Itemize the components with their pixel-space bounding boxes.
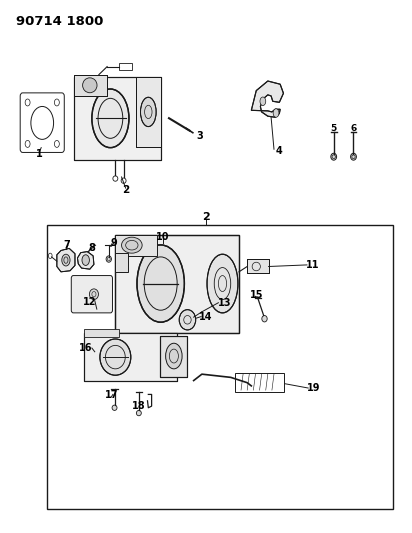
Ellipse shape (82, 78, 97, 93)
Polygon shape (251, 81, 283, 117)
FancyBboxPatch shape (71, 276, 112, 313)
Text: 10: 10 (156, 232, 169, 241)
Ellipse shape (273, 109, 279, 117)
Polygon shape (115, 253, 128, 272)
Text: 16: 16 (79, 343, 92, 353)
Text: 13: 13 (218, 298, 231, 308)
Ellipse shape (122, 237, 142, 253)
Ellipse shape (351, 154, 356, 160)
Text: 9: 9 (110, 238, 117, 247)
Polygon shape (247, 259, 269, 273)
Ellipse shape (106, 256, 111, 262)
Ellipse shape (112, 405, 117, 410)
Text: 90714 1800: 90714 1800 (16, 15, 104, 28)
Ellipse shape (260, 97, 266, 106)
Polygon shape (74, 77, 161, 160)
Polygon shape (84, 333, 177, 381)
Polygon shape (136, 77, 161, 147)
Text: 18: 18 (132, 401, 146, 411)
Text: 15: 15 (250, 290, 263, 300)
Ellipse shape (137, 245, 184, 322)
Text: 6: 6 (350, 125, 357, 133)
Text: 3: 3 (196, 132, 203, 141)
Bar (47, 225, 393, 509)
Ellipse shape (140, 97, 156, 127)
Text: 8: 8 (89, 244, 96, 253)
Text: 1: 1 (36, 149, 42, 158)
Ellipse shape (331, 154, 337, 160)
Ellipse shape (136, 410, 141, 416)
Ellipse shape (89, 289, 98, 300)
Text: 4: 4 (275, 146, 282, 156)
Text: 5: 5 (330, 125, 337, 133)
Ellipse shape (100, 339, 131, 375)
Ellipse shape (92, 89, 129, 148)
Ellipse shape (262, 316, 267, 322)
Text: 17: 17 (105, 391, 119, 400)
Ellipse shape (82, 255, 89, 265)
Text: 14: 14 (199, 312, 213, 321)
Text: 2: 2 (122, 185, 129, 195)
Text: 7: 7 (63, 240, 70, 250)
Polygon shape (74, 75, 107, 96)
Polygon shape (77, 252, 94, 269)
Polygon shape (160, 336, 187, 377)
Text: 12: 12 (83, 297, 96, 307)
Ellipse shape (62, 254, 70, 266)
Text: 19: 19 (307, 383, 321, 393)
Text: 2: 2 (202, 213, 210, 222)
Polygon shape (57, 248, 75, 272)
Ellipse shape (179, 310, 196, 330)
Polygon shape (84, 329, 119, 337)
Ellipse shape (166, 343, 182, 369)
Ellipse shape (207, 254, 238, 313)
Polygon shape (115, 235, 157, 256)
Polygon shape (115, 235, 239, 333)
Text: 11: 11 (307, 260, 320, 270)
